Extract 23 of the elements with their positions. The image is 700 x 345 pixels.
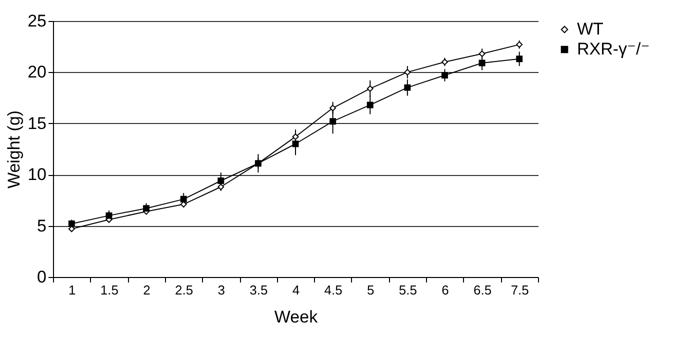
y-tick-label: 25 xyxy=(28,12,46,30)
y-tick-label: 15 xyxy=(28,114,46,133)
x-tick-label: 3.5 xyxy=(250,282,268,298)
y-tick-label: 0 xyxy=(37,268,46,286)
x-tick-label: 4.5 xyxy=(324,282,342,298)
x-tick-label: 4 xyxy=(292,282,300,298)
y-tick-label: 10 xyxy=(28,165,46,184)
x-tick-label: 6 xyxy=(442,282,449,298)
x-tick-label: 2 xyxy=(143,282,150,298)
x-tick-label: 3 xyxy=(218,282,225,298)
x-tick-label: 6.5 xyxy=(474,282,492,298)
x-tick-label: 1.5 xyxy=(100,282,118,298)
y-tick-label: 5 xyxy=(37,216,46,236)
x-tick-label: 7.5 xyxy=(510,282,529,298)
x-tick-label: 1 xyxy=(68,282,76,298)
legend-label: WT xyxy=(577,20,604,38)
x-tick-label: 5 xyxy=(367,282,374,298)
y-tick-label: 20 xyxy=(28,62,46,82)
x-tick-label: 5.5 xyxy=(398,282,417,298)
y-axis-title: Weight (g) xyxy=(4,110,24,189)
x-tick-label: 2.5 xyxy=(175,282,194,298)
legend-label: RXR-γ⁻/⁻ xyxy=(577,40,650,58)
x-axis-title: Week xyxy=(274,308,318,326)
